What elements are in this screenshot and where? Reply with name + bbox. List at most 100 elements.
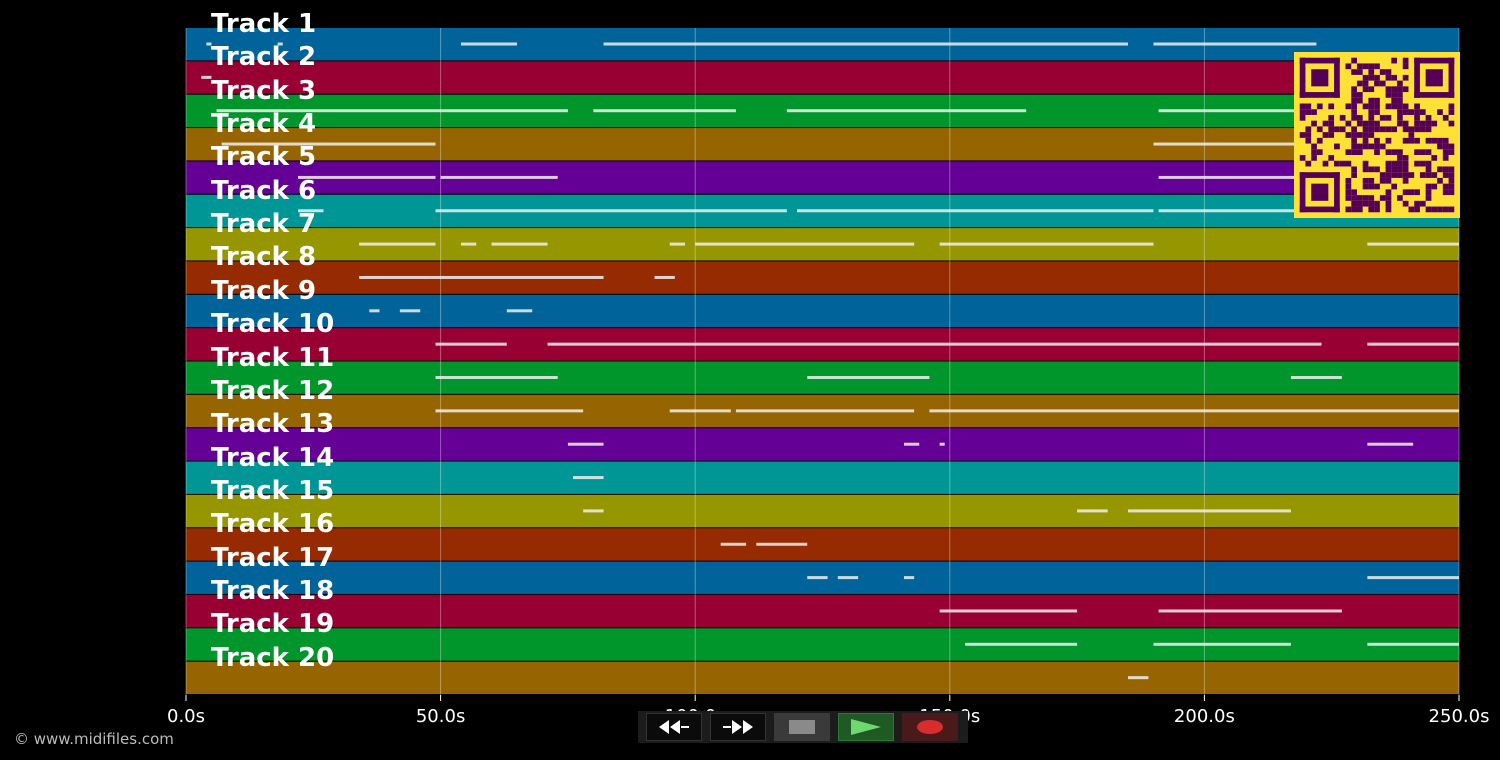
qr-code[interactable] (1294, 52, 1460, 218)
note-segment (460, 42, 517, 46)
note-segment (1367, 342, 1459, 346)
note-segment (695, 242, 915, 246)
note-segment (583, 509, 604, 513)
track-label: Track 1 (211, 9, 317, 39)
note-segment (593, 109, 736, 113)
track-label: Track 8 (211, 242, 317, 273)
note-segment (359, 242, 436, 246)
note-segment (1153, 142, 1297, 146)
note-segment (756, 542, 808, 546)
track-label: Track 19 (211, 609, 335, 640)
track-label: Track 16 (211, 509, 335, 540)
track-lanes (186, 28, 1459, 694)
note-segment (1158, 609, 1342, 613)
record-icon (917, 720, 943, 734)
track-label: Track 9 (211, 275, 317, 306)
note-segment (1153, 42, 1317, 46)
track-lane (186, 428, 1459, 461)
note-segment (939, 609, 1078, 613)
note-segment (603, 42, 1129, 46)
note-segment (1128, 676, 1149, 680)
note-segment (1367, 442, 1414, 446)
note-segment (654, 275, 675, 279)
track-lane (186, 61, 1459, 94)
note-segment (1128, 509, 1291, 513)
note-segment (837, 576, 859, 580)
track-label: Track 10 (211, 309, 335, 340)
note-segment (939, 242, 1154, 246)
note-segment (1158, 209, 1358, 213)
track-label: Track 20 (211, 642, 335, 673)
note-segment (506, 309, 533, 313)
note-segment (1077, 509, 1108, 513)
track-label: Track 12 (211, 375, 335, 406)
note-segment (399, 309, 421, 313)
track-label: Track 14 (211, 442, 335, 473)
record-button[interactable] (902, 713, 958, 741)
note-segment (277, 42, 283, 46)
note-segment (369, 309, 380, 313)
note-segment (939, 442, 945, 446)
rewind-button[interactable] (646, 713, 702, 741)
note-segment (1290, 376, 1342, 380)
note-segment (460, 242, 477, 246)
note-segment (221, 142, 436, 146)
stop-button[interactable] (774, 713, 830, 741)
note-segment (1158, 109, 1317, 113)
note-segment (669, 409, 731, 413)
note-segment (435, 209, 787, 213)
track-label: Track 15 (211, 475, 335, 506)
note-segment (735, 409, 915, 413)
note-segment (797, 209, 1154, 213)
track-label: Track 18 (211, 575, 335, 606)
track-label: Track 2 (211, 42, 317, 73)
note-segment (1367, 642, 1459, 646)
note-segment (572, 476, 604, 480)
note-segment (430, 275, 604, 279)
note-segment (547, 342, 1322, 346)
tick-label: 250.0s (1428, 706, 1490, 727)
track-lane (186, 294, 1459, 328)
note-segment (1153, 642, 1291, 646)
note-segment (206, 42, 212, 46)
note-segment (567, 442, 604, 446)
track-label: Track 5 (211, 142, 317, 173)
fast-forward-icon (723, 720, 753, 734)
track-label: Track 3 (211, 75, 317, 106)
note-segment (298, 209, 324, 213)
note-segment (201, 75, 212, 79)
note-segment (720, 542, 747, 546)
note-segment (216, 109, 568, 113)
track-label: Track 4 (211, 109, 317, 140)
note-segment (669, 242, 686, 246)
note-marks (201, 42, 1459, 680)
note-segment (807, 576, 828, 580)
fast-forward-button[interactable] (710, 713, 766, 741)
note-segment (965, 642, 1078, 646)
transport-controls (638, 711, 968, 743)
track-label: Track 17 (211, 542, 335, 573)
track-label: Track 11 (211, 342, 335, 373)
copyright-text: © www.midifiles.com (14, 730, 174, 748)
track-lane (186, 461, 1459, 494)
tick-label: 200.0s (1173, 706, 1235, 727)
note-segment (1367, 576, 1459, 580)
note-segment (435, 342, 507, 346)
note-segment (359, 275, 431, 279)
tick-label: 0.0s (166, 706, 206, 727)
track-label: Track 6 (211, 175, 317, 206)
note-segment (298, 175, 436, 179)
note-segment (435, 376, 558, 380)
note-segment (903, 576, 915, 580)
note-segment (435, 409, 584, 413)
note-segment (491, 242, 548, 246)
note-segment (440, 175, 558, 179)
play-button[interactable] (838, 713, 894, 741)
note-segment (929, 409, 1459, 413)
rewind-icon (659, 720, 689, 734)
stop-icon (789, 720, 815, 734)
track-lane (186, 661, 1459, 694)
track-label: Track 13 (211, 409, 335, 440)
note-segment (786, 109, 1027, 113)
